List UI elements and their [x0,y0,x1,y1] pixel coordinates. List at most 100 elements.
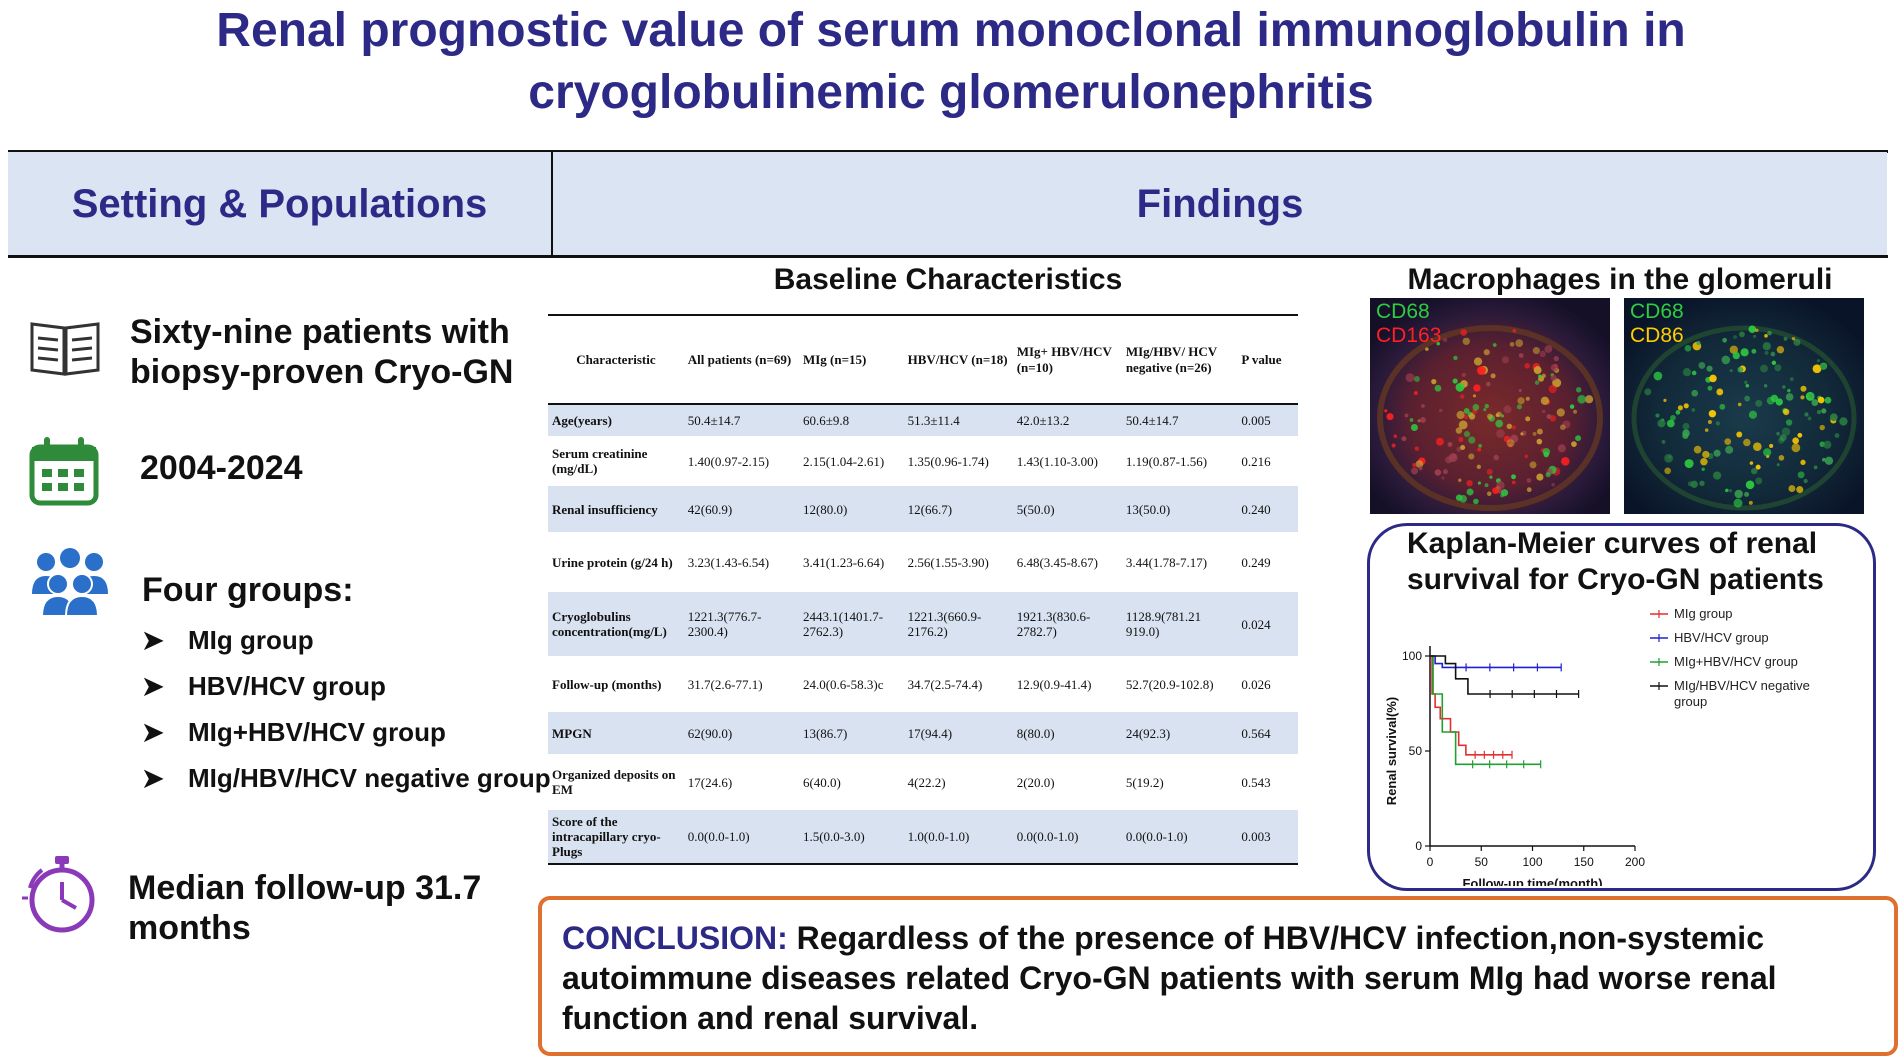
stained-cell [1404,413,1409,418]
km-title-line-2: survival for Cryo-GN patients [1407,563,1824,596]
y-tick-label: 50 [1409,744,1423,758]
stained-cell [1476,464,1482,470]
stained-cell [1776,346,1785,354]
stained-cell [1721,355,1731,365]
stained-cell [1500,489,1509,497]
stained-cell [1690,480,1698,488]
stained-cell [1548,384,1557,394]
stained-cell [1421,404,1425,408]
stained-cell [1442,469,1448,475]
stained-cell [1682,422,1690,430]
stained-cell [1577,395,1586,404]
stained-cell [1391,443,1396,448]
stained-cell [1760,364,1768,373]
stained-cell [1529,461,1537,469]
stained-cell [1460,329,1468,336]
baseline-table: Characteristic All patients (n=69) MIg (… [548,316,1298,865]
stained-cell [1724,438,1732,445]
stained-cell [1417,419,1421,423]
stained-cell [1796,486,1804,494]
stained-cell [1700,458,1708,466]
stained-cell [1486,381,1491,387]
table-cell: 2.56(1.55-3.90) [907,554,989,570]
header-top-rule [8,150,1888,153]
stained-cell [1456,446,1462,452]
table-cell: 6.48(3.45-8.67) [1016,554,1098,570]
stained-cell [1691,370,1697,376]
table-cell: 0.0(0.0-1.0) [1121,810,1238,864]
stained-cell [1745,480,1755,490]
stained-cell [1751,467,1758,475]
stained-cell [1571,441,1577,448]
stained-cell [1463,414,1469,420]
table-cell: 1.35(0.96-1.74) [907,453,989,469]
stained-cell [1490,373,1496,379]
row-label-cell: Urine protein (g/24 h) [552,554,673,570]
legend-label: MIg group [1674,606,1733,621]
group-item: ➤ MIg+HBV/HCV group [142,716,552,762]
table-cell: 50.4±14.7 [1121,404,1238,436]
stained-cell [1483,349,1490,356]
stained-cell [1478,443,1483,448]
stained-cell [1744,380,1748,385]
stained-cell [1459,495,1468,503]
stained-cell [1536,438,1543,445]
stained-cell [1455,382,1465,392]
stained-cell [1776,431,1780,436]
stained-cell [1436,437,1444,446]
stained-cell [1788,485,1796,493]
stained-cell [1774,364,1782,372]
stained-cell [1791,336,1796,341]
table-row: Follow-up (months) 31.7(2.6-77.1) 24.0(0.6… [548,656,1298,712]
stained-cell [1384,409,1388,413]
stained-cell [1698,361,1706,369]
stained-cell [1707,420,1712,425]
stained-cell [1764,334,1768,338]
groups-list: ➤ MIg group ➤ HBV/HCV group ➤ MIg+HBV/HCV g… [142,624,552,808]
stained-cell [1684,459,1694,469]
stained-cell [1542,448,1551,456]
stained-cell [1526,478,1532,483]
stained-cell [1445,456,1453,464]
stained-cell [1737,402,1742,407]
stained-cell [1776,463,1780,467]
stained-cell [1569,404,1575,409]
arrow-icon: ➤ [142,763,164,793]
table-top-rule [548,314,1298,316]
stained-cell [1661,440,1666,444]
stained-cell [1655,413,1660,418]
stained-cell [1412,462,1417,468]
stained-cell [1441,476,1445,480]
stained-cell [1518,353,1524,358]
stained-cell [1708,409,1717,418]
stained-cell [1575,387,1582,393]
stained-cell [1751,348,1757,354]
table-cell: 12.9(0.9-41.4) [1016,676,1092,692]
stained-cell [1729,369,1733,373]
baseline-title: Baseline Characteristics [773,263,1123,296]
stained-cell [1803,478,1808,484]
stained-cells [1644,325,1848,508]
stained-cell [1476,366,1486,375]
stain-label-cd163: CD163 [1376,324,1442,347]
row-label-cell: Organized deposits on EM [552,767,676,797]
stained-cell [1792,437,1799,445]
stained-cell [1556,408,1565,417]
stained-cell [1808,393,1814,399]
stained-cell [1458,420,1468,430]
stained-cell [1410,467,1419,475]
series-line [1430,655,1562,669]
stained-cell [1496,429,1505,438]
table-cell: 0.249 [1241,554,1271,570]
stained-cell [1458,436,1464,443]
stained-cell [1413,376,1420,383]
table-cell: 0.564 [1237,712,1298,754]
stained-cell [1463,408,1470,414]
table-cell: 17(94.4) [903,712,1013,754]
stained-cell [1455,427,1463,434]
stained-cell [1834,433,1840,438]
stained-cell [1800,385,1807,392]
stained-cell [1816,359,1820,363]
stained-cell [1725,488,1729,493]
